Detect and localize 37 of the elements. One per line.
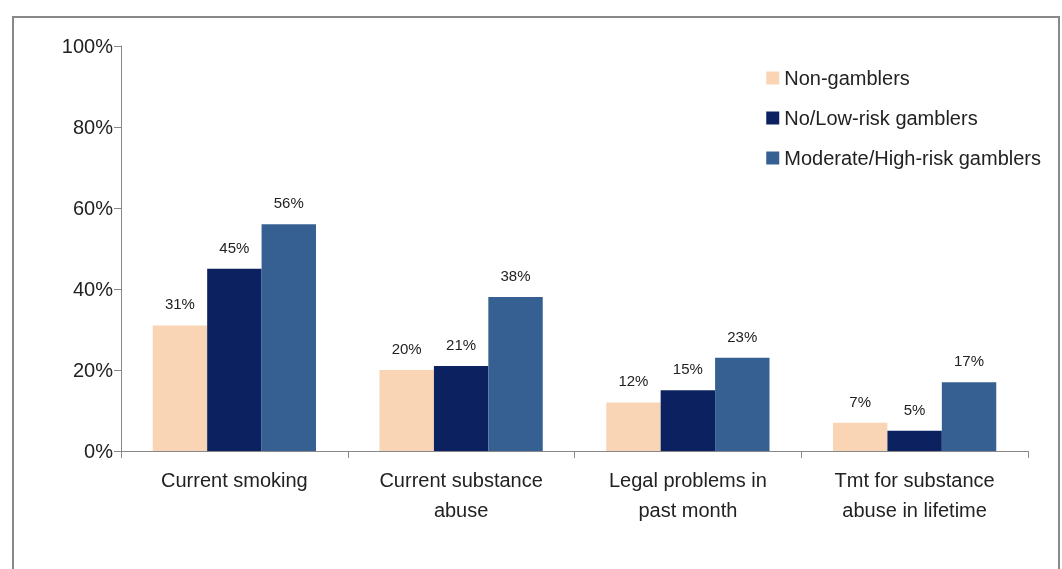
- bar: [152, 325, 208, 451]
- y-tick-label: 100%: [61, 35, 114, 57]
- text: 23%: [727, 327, 758, 345]
- text: 45%: [219, 238, 250, 256]
- legend-label: Non-gamblers: [784, 67, 910, 89]
- bar: [207, 268, 262, 451]
- text: 38%: [500, 267, 531, 285]
- bar: [379, 370, 434, 451]
- x-tick-label: Current smoking: [161, 469, 308, 491]
- text: 20%: [391, 340, 422, 357]
- x-tick-label: Legal problems in past month: [608, 469, 767, 521]
- text: 56%: [273, 194, 304, 212]
- bar: [833, 422, 888, 451]
- legend-label: No/Low-risk gamblers: [784, 107, 978, 129]
- y-tick-label: 40%: [72, 278, 114, 300]
- text: 7%: [849, 392, 872, 410]
- y-tick-label: 80%: [72, 116, 114, 138]
- x-tick-label: Current substance abuse: [379, 469, 543, 521]
- legend-label: Moderate/High-risk gamblers: [784, 147, 1042, 169]
- text: 12%: [618, 372, 649, 390]
- bar: [433, 365, 489, 451]
- text: 31%: [164, 295, 195, 313]
- text: 17%: [954, 352, 985, 370]
- bar: [715, 357, 770, 451]
- y-tick-label: 20%: [72, 359, 114, 381]
- text: 21%: [446, 335, 477, 353]
- y-tick-label: 0%: [84, 440, 114, 462]
- x-tick-label: Tmt for substance abuse in lifetime: [834, 469, 995, 521]
- bar: [261, 224, 317, 451]
- bar: [606, 402, 661, 451]
- text: 15%: [672, 360, 703, 378]
- y-tick-label: 60%: [72, 197, 114, 219]
- bar: [660, 390, 716, 451]
- bar: [941, 382, 997, 451]
- bar: [887, 430, 942, 451]
- bar: [488, 297, 543, 451]
- text: 5%: [903, 400, 926, 418]
